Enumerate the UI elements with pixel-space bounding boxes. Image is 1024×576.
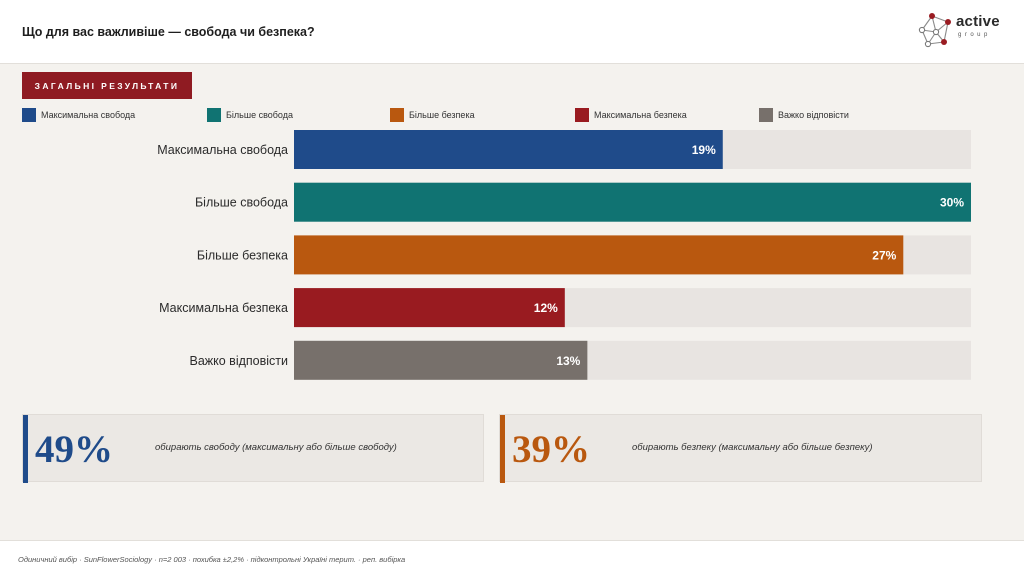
footer-note: Одиничний вибір · SunFlowerSociology · n… xyxy=(18,555,406,564)
value-label-more-freedom: 30% xyxy=(940,196,964,210)
legend-swatch-max-security xyxy=(575,108,589,122)
bar-max-freedom xyxy=(294,130,723,169)
page-title: Що для вас важливіше — свобода чи безпек… xyxy=(22,25,315,39)
bar-track-max-freedom xyxy=(294,130,971,169)
legend-label: Більше безпека xyxy=(409,110,475,120)
category-label-max-freedom: Максимальна свобода xyxy=(157,143,288,157)
summary-card-freedom: 49% обирають свободу (максимальну або бі… xyxy=(22,414,484,483)
header: Що для вас важливіше — свобода чи безпек… xyxy=(0,0,1024,64)
legend-item-max-security: Максимальна безпека xyxy=(575,108,687,122)
bar-max-security xyxy=(294,288,565,328)
legend-label: Важко відповісти xyxy=(778,110,849,120)
legend-swatch-max-freedom xyxy=(22,108,36,122)
bar-hard-to-say xyxy=(294,340,588,380)
value-label-more-security: 27% xyxy=(872,248,896,262)
summary-accent-bar xyxy=(23,415,28,483)
logo-sub: group xyxy=(958,32,991,38)
summary-text: обирають безпеку (максимальну або більше… xyxy=(632,442,873,453)
summary-text: обирають свободу (максимальну або більше… xyxy=(155,442,397,453)
summary-value: 39% xyxy=(512,428,590,471)
footer: Одиничний вибір · SunFlowerSociology · n… xyxy=(0,540,1024,576)
summary-card-security: 39% обирають безпеку (максимальну або бі… xyxy=(499,414,982,483)
bar-track-more-freedom xyxy=(294,182,971,222)
legend-item-max-freedom: Максимальна свобода xyxy=(22,108,135,122)
chart-legend: Максимальна свобода Більше свобода Більш… xyxy=(22,108,982,122)
bar-track-hard-to-say xyxy=(294,340,971,380)
logo-network-icon xyxy=(918,13,951,48)
legend-swatch-hard-to-say xyxy=(759,108,773,122)
summary-accent-bar xyxy=(500,415,505,483)
legend-item-more-freedom: Більше свобода xyxy=(207,108,293,122)
category-label-more-freedom: Більше свобода xyxy=(195,196,288,210)
legend-label: Максимальна безпека xyxy=(594,110,687,120)
section-tag: ЗАГАЛЬНІ РЕЗУЛЬТАТИ xyxy=(22,72,192,99)
legend-label: Максимальна свобода xyxy=(41,110,136,120)
logo-word: active xyxy=(956,13,1000,30)
value-label-max-security: 12% xyxy=(534,301,558,315)
bar-track-max-security xyxy=(294,288,971,328)
category-label-hard-to-say: Важко відповісти xyxy=(190,354,289,368)
legend-item-more-security: Більше безпека xyxy=(390,108,475,122)
value-label-hard-to-say: 13% xyxy=(556,354,580,368)
bar-more-security xyxy=(294,235,904,275)
legend-swatch-more-security xyxy=(390,108,404,122)
summary-value: 49% xyxy=(35,428,113,471)
legend-item-hard-to-say: Важко відповісти xyxy=(759,108,849,122)
legend-swatch-more-freedom xyxy=(207,108,221,122)
category-label-max-security: Максимальна безпека xyxy=(159,301,288,315)
value-label-max-freedom: 19% xyxy=(692,143,716,157)
bar-more-freedom xyxy=(294,182,971,222)
category-label-more-security: Більше безпека xyxy=(197,248,288,262)
company-logo: active group xyxy=(916,10,1008,54)
legend-label: Більше свобода xyxy=(226,110,293,120)
bar-track-more-security xyxy=(294,235,971,275)
